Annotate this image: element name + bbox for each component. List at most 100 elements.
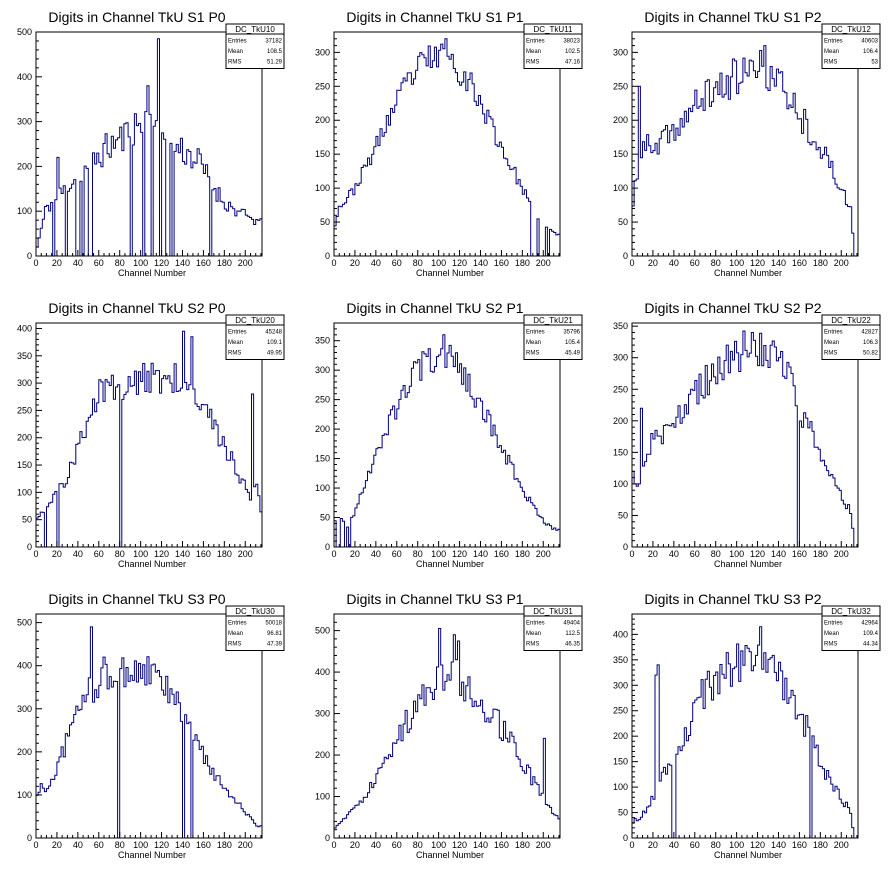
y-tick-label: 500 — [17, 618, 32, 628]
stats-row-label: Entries — [824, 39, 843, 45]
x-tick-label: 20 — [648, 549, 658, 559]
stats-box-name: DC_TkU22 — [831, 316, 871, 325]
stats-box-frame — [523, 605, 583, 651]
stats-row-value: 106.3 — [863, 340, 879, 346]
x-tick-label: 20 — [648, 258, 658, 268]
x-tick-label: 200 — [238, 258, 253, 268]
y-tick-label: 50 — [618, 510, 628, 520]
stats-row-value: 112.5 — [565, 631, 580, 637]
stats-row-value: 53 — [871, 60, 878, 66]
y-tick-label: 300 — [17, 117, 32, 127]
stats-row-value: 45.49 — [565, 351, 581, 357]
x-tick-label: 120 — [154, 258, 169, 268]
y-tick-label: 100 — [315, 183, 330, 193]
stats-box-frame — [225, 23, 285, 69]
y-tick-label: 200 — [613, 416, 628, 426]
y-tick-label: 100 — [315, 792, 330, 802]
x-axis-label: Channel Number — [118, 268, 186, 278]
stats-box: DC_TkU10 Entries 37182 Mean 108.5 RMS 51.29 — [225, 23, 285, 69]
x-tick-label: 100 — [133, 840, 148, 850]
stats-box-frame — [225, 314, 285, 360]
stats-row-label: Entries — [526, 621, 545, 627]
y-tick-label: 200 — [613, 115, 628, 125]
x-tick-label: 120 — [452, 840, 467, 850]
x-axis-label: Channel Number — [714, 268, 782, 278]
y-tick-label: 0 — [623, 251, 628, 261]
x-tick-label: 120 — [750, 840, 765, 850]
stats-row-label: Entries — [228, 330, 247, 336]
stats-box-frame — [821, 314, 881, 360]
y-tick-label: 100 — [17, 790, 32, 800]
x-tick-label: 180 — [515, 549, 530, 559]
stats-row-value: 35796 — [563, 330, 580, 336]
x-tick-label: 140 — [473, 549, 488, 559]
stats-box-name: DC_TkU32 — [831, 607, 871, 616]
x-tick-label: 60 — [690, 549, 700, 559]
chart-title: Digits in Channel TkU S2 P2 — [644, 300, 821, 316]
y-tick-label: 400 — [17, 72, 32, 82]
plot-frame — [631, 31, 859, 257]
x-tick-label: 40 — [371, 258, 381, 268]
stats-row-value: 46.35 — [565, 642, 581, 648]
x-tick-label: 120 — [452, 258, 467, 268]
y-tick-label: 100 — [17, 487, 32, 497]
y-tick-label: 50 — [320, 513, 330, 523]
stats-box-frame — [225, 605, 285, 651]
stats-row-label: Mean — [228, 340, 243, 346]
y-tick-label: 300 — [315, 47, 330, 57]
stats-box: DC_TkU31 Entries 49404 Mean 112.5 RMS 46.35 — [523, 605, 583, 651]
y-tick-label: 200 — [315, 115, 330, 125]
x-tick-label: 140 — [771, 258, 786, 268]
y-tick-label: 400 — [315, 667, 330, 677]
stats-row-label: RMS — [228, 642, 241, 648]
stats-row-value: 47.39 — [267, 642, 283, 648]
stats-box: DC_TkU20 Entries 45248 Mean 109.1 RMS 49.95 — [225, 314, 285, 360]
y-tick-label: 300 — [613, 47, 628, 57]
stats-row-value: 47.16 — [565, 60, 581, 66]
x-tick-label: 180 — [515, 258, 530, 268]
x-axis-label: Channel Number — [118, 559, 186, 569]
x-tick-label: 40 — [669, 840, 679, 850]
x-tick-label: 160 — [494, 840, 509, 850]
x-tick-label: 0 — [629, 840, 634, 850]
y-tick-label: 100 — [613, 183, 628, 193]
histogram-series — [333, 628, 561, 838]
histogram-panel: Digits in Channel TkU S2 P2 0 20 40 60 80 100 1… — [613, 300, 881, 569]
histogram-panel: Digits in Channel TkU S3 P1 0 20 40 60 80 100 1… — [315, 591, 583, 860]
stats-box-name: DC_TkU31 — [533, 607, 573, 616]
x-tick-label: 80 — [711, 258, 721, 268]
y-tick-label: 250 — [315, 395, 330, 405]
y-tick-label: 200 — [17, 433, 32, 443]
y-tick-label: 0 — [27, 833, 32, 843]
x-tick-label: 140 — [175, 258, 190, 268]
chart-title: Digits in Channel TkU S1 P1 — [346, 9, 523, 25]
x-tick-label: 100 — [133, 258, 148, 268]
stats-row-value: 50018 — [265, 621, 282, 627]
y-tick-label: 300 — [17, 378, 32, 388]
x-tick-label: 60 — [392, 258, 402, 268]
chart-title: Digits in Channel TkU S1 P2 — [644, 9, 821, 25]
stats-row-value: 37182 — [265, 39, 282, 45]
y-tick-label: 100 — [315, 483, 330, 493]
x-tick-label: 20 — [52, 258, 62, 268]
stats-row-value: 96.81 — [267, 631, 283, 637]
stats-row-label: Entries — [228, 39, 247, 45]
stats-row-label: Entries — [824, 621, 843, 627]
x-tick-label: 120 — [452, 549, 467, 559]
y-tick-label: 300 — [315, 365, 330, 375]
histogram-series — [35, 626, 263, 839]
x-tick-label: 80 — [413, 840, 423, 850]
histogram-panel: Digits in Channel TkU S1 P1 0 20 40 60 80 100 1… — [315, 9, 583, 278]
stats-box-name: DC_TkU11 — [534, 25, 574, 34]
stats-box-name: DC_TkU10 — [235, 25, 275, 34]
chart-title: Digits in Channel TkU S2 P0 — [48, 300, 225, 316]
x-tick-label: 40 — [371, 549, 381, 559]
x-tick-label: 160 — [196, 549, 211, 559]
chart-title: Digits in Channel TkU S2 P1 — [346, 300, 523, 316]
x-tick-label: 40 — [371, 840, 381, 850]
y-tick-label: 100 — [613, 479, 628, 489]
x-tick-label: 80 — [711, 840, 721, 850]
x-tick-label: 60 — [94, 549, 104, 559]
histogram-series — [35, 330, 263, 548]
histogram-panel: Digits in Channel TkU S3 P0 0 20 40 60 80 100 1… — [17, 591, 285, 860]
